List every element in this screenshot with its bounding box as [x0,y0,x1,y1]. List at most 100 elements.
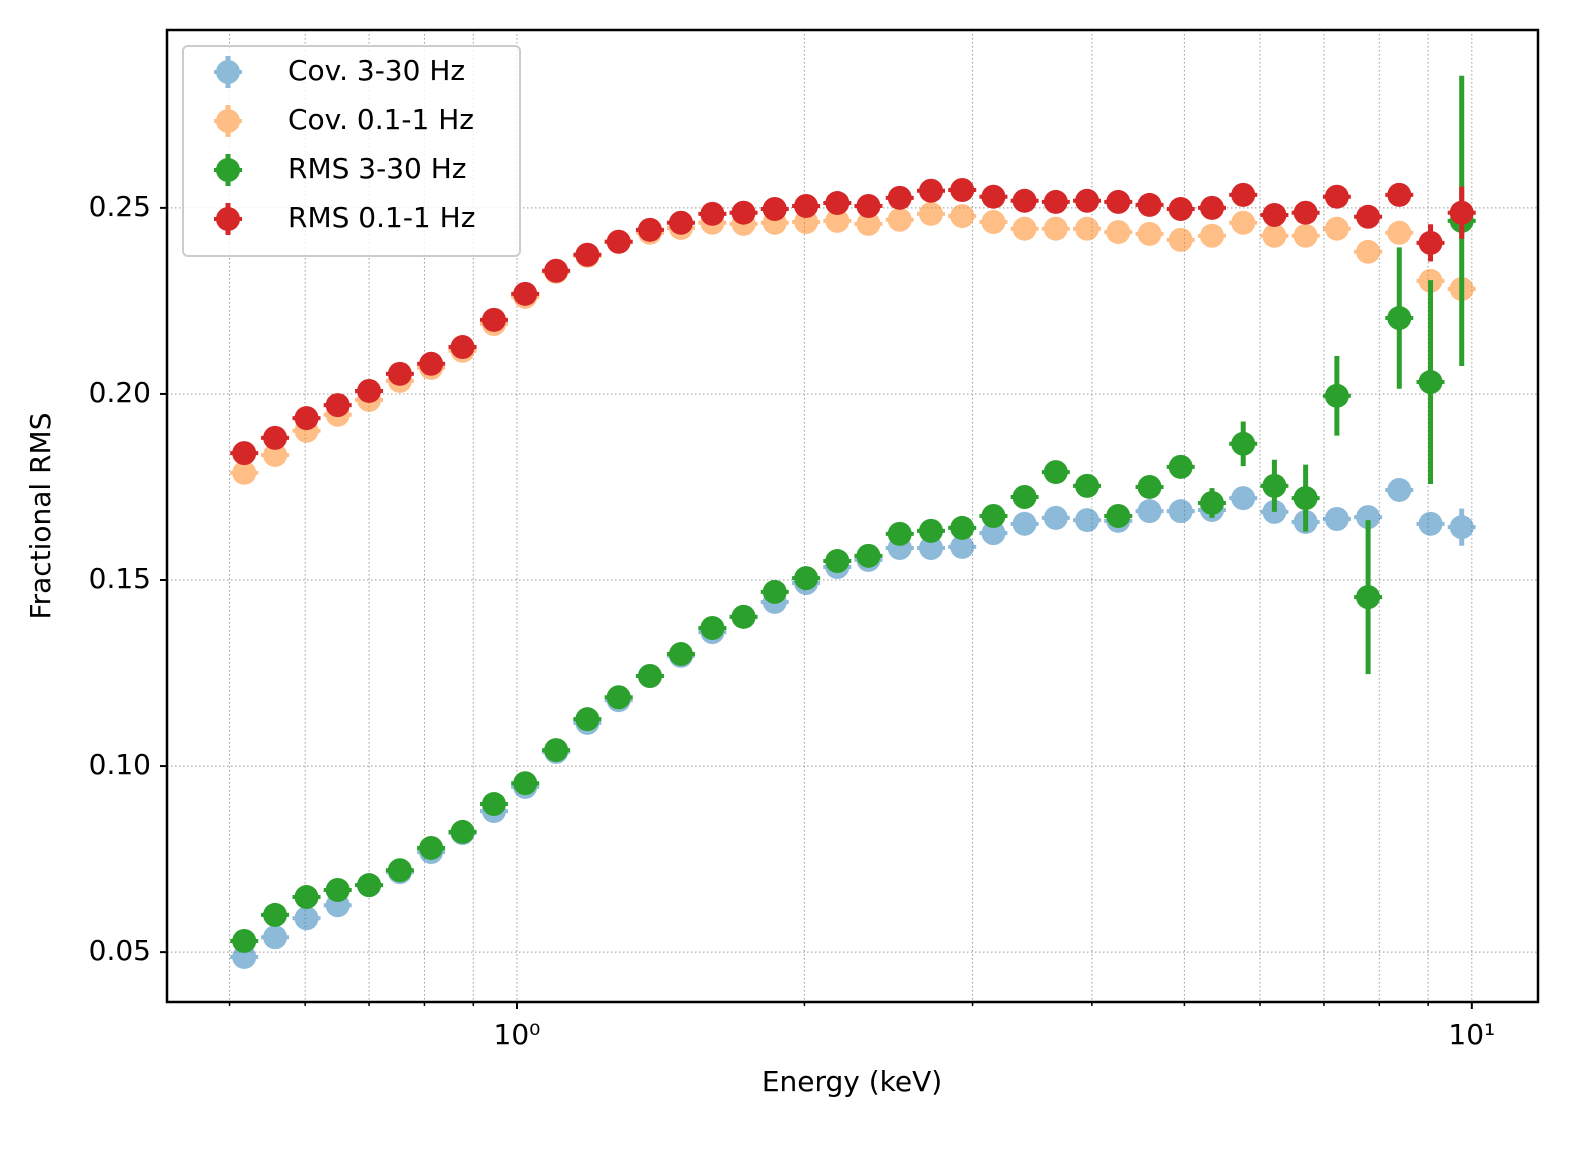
legend-dot [216,60,240,84]
data-point [887,185,912,210]
legend-label: Cov. 3-30 Hz [288,54,465,87]
data-point [1418,511,1443,536]
y-tick-label: 0.15 [89,562,151,595]
legend-label: RMS 3-30 Hz [288,152,467,185]
data-point [1356,505,1381,530]
data-point [1043,189,1068,214]
data-point [1168,227,1193,252]
y-tick-label: 0.25 [89,190,151,223]
data-point [1387,182,1412,207]
data-point [357,873,382,898]
data-point [450,335,475,360]
data-point [762,196,787,221]
data-point [1262,499,1287,524]
data-point [1106,220,1131,245]
data-point [357,378,382,403]
data-point [1356,204,1381,229]
data-point [1106,504,1131,528]
data-point [1012,485,1037,510]
legend-marker [214,154,242,186]
data-point [825,191,850,216]
legend-label: Cov. 0.1-1 Hz [288,103,474,136]
data-point [856,211,881,236]
legend-marker [214,203,242,235]
data-point [1199,195,1224,220]
data-point [1324,506,1349,531]
data-point [1075,216,1100,241]
data-point [232,928,257,953]
data-point [1168,196,1193,221]
data-point [981,210,1006,235]
data-point [887,521,912,546]
data-point [1075,188,1100,213]
data-point [575,242,600,267]
data-point [419,835,444,860]
series [230,75,1476,953]
legend-marker [214,105,242,137]
data-point [1012,511,1037,536]
legend-marker [214,56,242,88]
data-point [637,664,662,689]
data-point [731,200,756,225]
data-point [1137,474,1162,499]
data-point [1418,230,1443,255]
data-point [981,184,1006,209]
data-point [919,536,944,561]
y-tick-label: 0.20 [89,376,151,409]
data-point [1356,585,1381,610]
data-point [731,604,756,629]
data-point [1137,192,1162,217]
data-point [263,925,288,950]
data-point [950,178,975,203]
data-point [1324,383,1349,408]
data-point [419,351,444,376]
plot-frame [165,28,1540,1004]
data-point [1262,473,1287,498]
data-point [263,425,288,450]
data-point [1356,239,1381,264]
legend-dot [216,207,240,231]
data-point [1387,477,1412,502]
data-point [263,902,288,927]
data-point [544,738,569,763]
data-point [1137,499,1162,524]
y-axis-label: Fractional RMS [24,413,57,620]
data-point [950,515,975,540]
data-point [387,858,412,883]
series [230,178,1476,466]
data-point [1293,200,1318,225]
data-point [1075,473,1100,498]
data-point [544,258,569,283]
data-point [232,441,257,466]
data-point [294,885,319,910]
data-point [794,566,819,591]
data-point [794,194,819,219]
data-point [825,208,850,233]
data-point [1262,223,1287,248]
data-point [919,201,944,226]
data-point [1168,454,1193,479]
data-point [325,877,350,902]
data-point [1449,515,1474,540]
data-point [263,442,288,467]
data-point [1231,486,1256,511]
legend: Cov. 3-30 Hz Cov. 0.1-1 Hz RMS 3-30 Hz RMS … [182,45,521,257]
data-point [232,460,257,485]
data-point [1231,182,1256,207]
data-point [1387,306,1412,331]
y-tick-label: 0.05 [89,934,151,967]
x-tick-label: 10⁰ [494,1018,541,1051]
legend-box [182,45,521,257]
data-point [1012,216,1037,241]
data-point [1449,200,1474,225]
data-point [700,616,725,641]
data-point [981,504,1006,528]
data-point [919,178,944,203]
data-point [668,642,693,667]
data-point [762,579,787,604]
data-point [1106,189,1131,214]
data-point [387,361,412,386]
data-point [668,210,693,235]
data-point [513,281,538,306]
